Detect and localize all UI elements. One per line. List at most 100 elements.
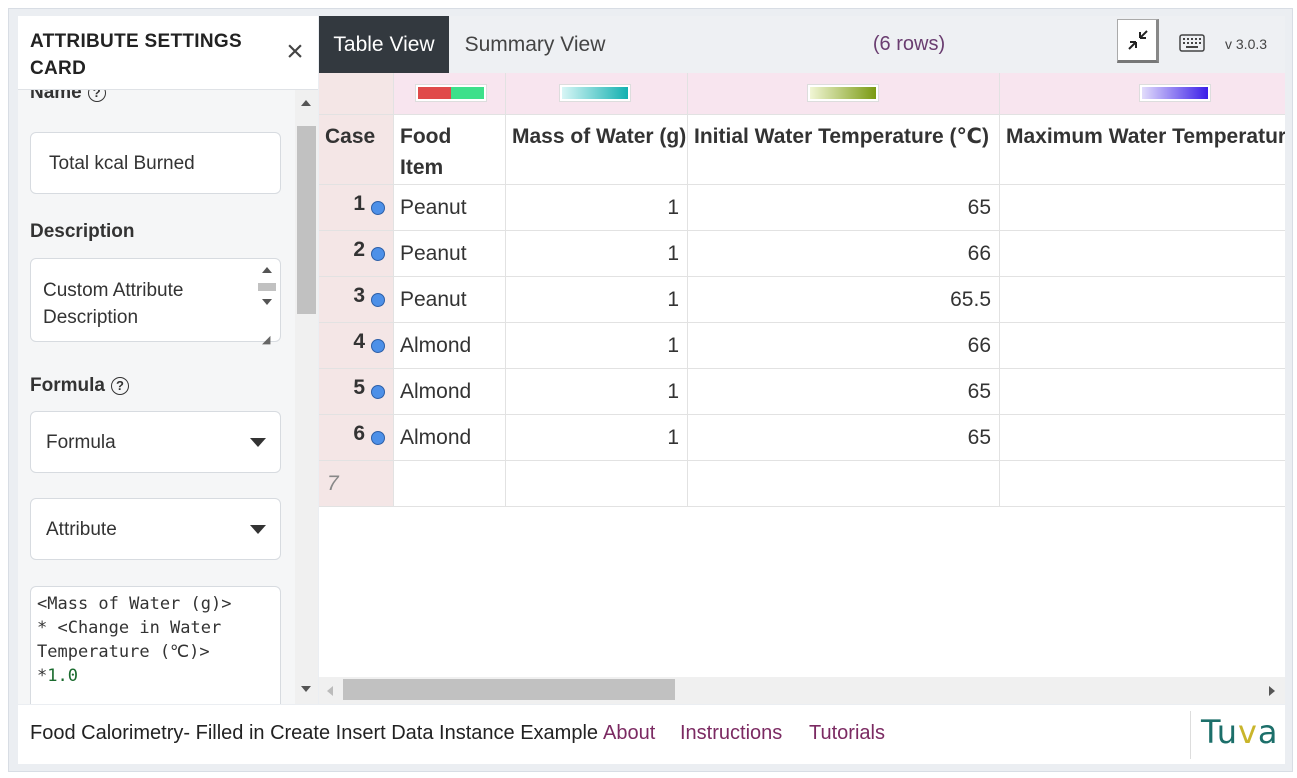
- case-index-cell[interactable]: 1: [319, 185, 394, 231]
- name-label: Name ?: [30, 90, 106, 104]
- food-item-cell[interactable]: Almond: [394, 415, 506, 461]
- case-dot-icon: [371, 385, 385, 399]
- resize-handle-icon[interactable]: ◢: [262, 334, 271, 346]
- mass-cell[interactable]: 1: [506, 185, 688, 231]
- collapse-icon: [1128, 30, 1148, 50]
- case-dot-icon: [371, 247, 385, 261]
- initial-temp-cell[interactable]: 65.5: [688, 277, 1000, 323]
- initial-temp-cell[interactable]: 65: [688, 369, 1000, 415]
- panel-scrollbar[interactable]: [295, 90, 318, 704]
- about-link[interactable]: About: [603, 722, 656, 744]
- food-item-cell[interactable]: Peanut: [394, 185, 506, 231]
- color-swatch[interactable]: [1140, 85, 1210, 101]
- initial-temp-cell[interactable]: 65: [688, 185, 1000, 231]
- document-title: Food Calorimetry- Filled in Create Inser…: [30, 722, 599, 744]
- color-swatch[interactable]: [560, 85, 630, 101]
- case-dot-icon: [371, 339, 385, 353]
- case-table: Table View Summary View (6 rows) v 3.0.3: [319, 16, 1285, 704]
- scroll-down-icon[interactable]: [262, 299, 272, 305]
- column-header-initial-water-temperature[interactable]: Initial Water Temperature (℃): [688, 115, 1000, 185]
- initial-temp-cell[interactable]: 65: [688, 415, 1000, 461]
- keyboard-icon[interactable]: [1179, 34, 1205, 52]
- column-header-case[interactable]: Case: [319, 115, 394, 185]
- row-count: (6 rows): [872, 33, 946, 55]
- initial-temp-cell[interactable]: 66: [688, 231, 1000, 277]
- scroll-up-icon[interactable]: [301, 100, 311, 106]
- tab-summary-view[interactable]: Summary View: [464, 33, 606, 56]
- scroll-right-icon[interactable]: [1269, 686, 1275, 696]
- table-toolbar: Table View Summary View (6 rows) v 3.0.3: [319, 16, 1285, 73]
- tab-table-view[interactable]: Table View: [319, 16, 449, 73]
- column-header-maximum-water-temperature[interactable]: Maximum Water Temperatur: [1000, 115, 1285, 185]
- empty-cell[interactable]: [1000, 461, 1285, 507]
- max-temp-cell[interactable]: [1000, 323, 1285, 369]
- help-icon[interactable]: ?: [110, 377, 129, 395]
- description-label: Description: [30, 221, 135, 242]
- max-temp-cell[interactable]: [1000, 231, 1285, 277]
- help-icon[interactable]: ?: [87, 90, 106, 102]
- tutorials-link[interactable]: Tutorials: [809, 722, 885, 744]
- mass-cell[interactable]: 1: [506, 415, 688, 461]
- chevron-down-icon: [250, 438, 266, 447]
- mass-cell[interactable]: 1: [506, 277, 688, 323]
- case-index-cell[interactable]: 2: [319, 231, 394, 277]
- formula-select[interactable]: Formula: [30, 411, 281, 473]
- scroll-up-icon[interactable]: [262, 267, 272, 273]
- case-dot-icon: [371, 431, 385, 445]
- scroll-down-icon[interactable]: [301, 686, 311, 692]
- case-index-cell[interactable]: 6: [319, 415, 394, 461]
- food-item-cell[interactable]: Almond: [394, 369, 506, 415]
- empty-cell[interactable]: [688, 461, 1000, 507]
- color-swatch[interactable]: [416, 85, 486, 101]
- name-field[interactable]: Total kcal Burned: [30, 132, 281, 194]
- table-horizontal-scrollbar[interactable]: [319, 677, 1285, 704]
- new-row-index: 7: [319, 461, 394, 507]
- swatch-cell: [688, 73, 1000, 115]
- settings-scroll-area: Name ? Total kcal Burned Description Cus…: [18, 90, 294, 704]
- initial-temp-cell[interactable]: 66: [688, 323, 1000, 369]
- max-temp-cell[interactable]: [1000, 277, 1285, 323]
- column-header-food-item[interactable]: Food Item: [394, 115, 506, 185]
- textarea-scrollbar[interactable]: ◢: [258, 263, 276, 346]
- case-dot-icon: [371, 201, 385, 215]
- scroll-thumb[interactable]: [258, 283, 276, 291]
- max-temp-cell[interactable]: [1000, 415, 1285, 461]
- card-header: ATTRIBUTE SETTINGS CARD ×: [18, 16, 318, 90]
- footer: Food Calorimetry- Filled in Create Inser…: [18, 705, 1285, 764]
- attribute-select[interactable]: Attribute: [30, 498, 281, 560]
- chevron-down-icon: [250, 525, 266, 534]
- formula-label: Formula ?: [30, 375, 129, 397]
- card-title: ATTRIBUTE SETTINGS CARD: [30, 31, 242, 79]
- version-label: v 3.0.3: [1225, 36, 1268, 52]
- close-icon[interactable]: ×: [286, 35, 304, 68]
- food-item-cell[interactable]: Peanut: [394, 277, 506, 323]
- empty-cell[interactable]: [394, 461, 506, 507]
- swatch-cell: [506, 73, 688, 115]
- case-index-cell[interactable]: 3: [319, 277, 394, 323]
- scroll-thumb[interactable]: [297, 126, 316, 314]
- case-index-cell[interactable]: 5: [319, 369, 394, 415]
- instructions-link[interactable]: Instructions: [680, 722, 783, 744]
- scroll-left-icon[interactable]: [327, 686, 333, 696]
- color-swatch[interactable]: [808, 85, 878, 101]
- column-header-mass-of-water[interactable]: Mass of Water (g): [506, 115, 688, 185]
- empty-cell[interactable]: [506, 461, 688, 507]
- case-index-cell[interactable]: 4: [319, 323, 394, 369]
- case-dot-icon: [371, 293, 385, 307]
- description-textarea[interactable]: Custom Attribute Description ◢: [30, 258, 281, 346]
- swatch-cell: [319, 73, 394, 115]
- mass-cell[interactable]: 1: [506, 323, 688, 369]
- food-item-cell[interactable]: Almond: [394, 323, 506, 369]
- scroll-thumb[interactable]: [343, 679, 675, 700]
- food-item-cell[interactable]: Peanut: [394, 231, 506, 277]
- formula-editor[interactable]: <Mass of Water (g)> * <Change in Water T…: [30, 586, 281, 704]
- collapse-button[interactable]: [1117, 19, 1159, 63]
- swatch-cell: [1000, 73, 1285, 115]
- mass-cell[interactable]: 1: [506, 369, 688, 415]
- tuva-logo[interactable]: Tuva: [1201, 713, 1279, 751]
- divider: [1190, 711, 1191, 759]
- attribute-settings-card: ATTRIBUTE SETTINGS CARD × Name ? Total k…: [18, 16, 318, 704]
- max-temp-cell[interactable]: [1000, 369, 1285, 415]
- max-temp-cell[interactable]: [1000, 185, 1285, 231]
- mass-cell[interactable]: 1: [506, 231, 688, 277]
